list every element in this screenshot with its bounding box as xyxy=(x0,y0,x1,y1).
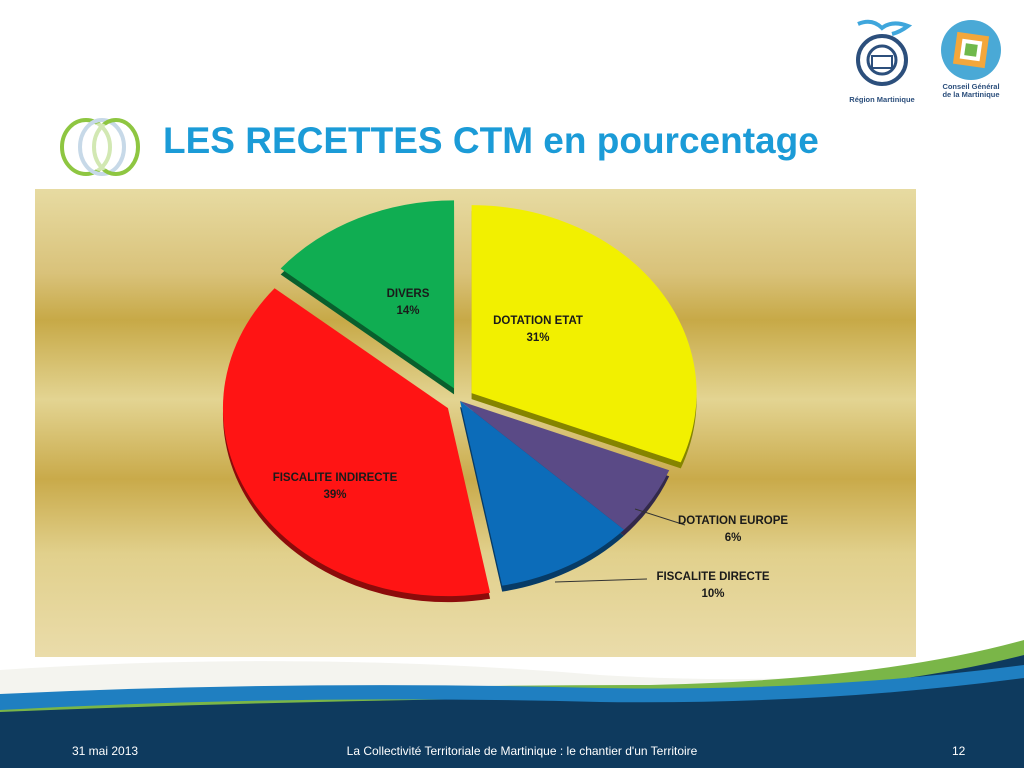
slide-title: LES RECETTES CTM en pourcentage xyxy=(163,120,819,161)
slice-label-dotation-europe: DOTATION EUROPE xyxy=(678,515,788,527)
slice-percent-fiscalite-indirecte: 39% xyxy=(323,489,346,501)
slice-label-fiscalite-directe: FISCALITE DIRECTE xyxy=(656,571,769,583)
slice-label-dotation-etat: DOTATION ETAT xyxy=(493,315,583,327)
chart-panel: DOTATION ETAT 31% DOTATION EUROPE 6% FISCALI… xyxy=(35,189,916,657)
pie-chart: DOTATION ETAT 31% DOTATION EUROPE 6% FISCALI… xyxy=(222,200,788,603)
pie-slice-fiscalite-directe xyxy=(460,401,625,586)
slice-percent-dotation-europe: 6% xyxy=(725,532,742,544)
slice-label-divers: DIVERS xyxy=(387,288,430,300)
conseil-general-label-line1: Conseil Général xyxy=(942,82,1000,91)
region-martinique-label: Région Martinique xyxy=(849,95,915,104)
ctm-rings-logo xyxy=(60,118,140,176)
pie-slice-dotation-etat xyxy=(471,205,697,463)
slice-label-fiscalite-indirecte: FISCALITE INDIRECTE xyxy=(273,472,398,484)
conseil-general-label-line2: de la Martinique xyxy=(942,90,1000,99)
slice-percent-divers: 14% xyxy=(396,305,419,317)
leader-line-fiscalite-directe xyxy=(554,578,648,583)
conseil-general-logo xyxy=(941,20,1001,80)
region-martinique-logo xyxy=(856,19,913,86)
footer-wave-band xyxy=(0,640,1024,768)
footer-date: 31 mai 2013 xyxy=(72,744,139,758)
slice-percent-dotation-etat: 31% xyxy=(526,332,549,344)
conseil-general-label: Conseil Général de la Martinique xyxy=(932,83,1010,99)
slice-percent-fiscalite-directe: 10% xyxy=(701,588,724,600)
pie-slice-fiscalite-indirecte xyxy=(222,288,491,597)
pie-slice-dotation-europe xyxy=(460,401,670,530)
footer-caption: La Collectivité Territoriale de Martiniq… xyxy=(346,744,698,758)
leader-line-dotation-europe xyxy=(634,508,686,526)
pie-slice-divers xyxy=(280,200,455,389)
page-number: 12 xyxy=(952,744,966,758)
